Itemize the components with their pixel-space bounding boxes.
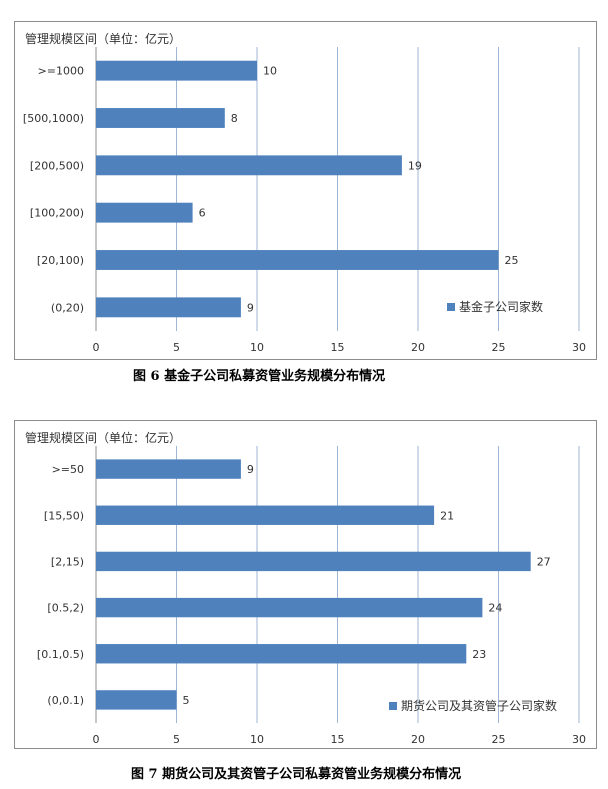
category-label: >=50 [52,463,84,476]
x-tick-label: 30 [572,733,586,746]
bar [96,155,402,176]
legend-swatch [389,702,397,710]
data-label: 8 [231,112,238,125]
chart-1-fund-subsidiaries: 管理规模区间（单位：亿元） 0 5 10 15 20 25 30 >=1000 10 [500,10… [23,31,586,354]
x-tick-label: 5 [173,733,180,746]
x-tick-label: 15 [331,341,345,354]
chart-2-frame: 管理规模区间（单位：亿元） 0 5 10 15 20 25 30 >=50 9 [15,50) 21 [… [14,420,597,749]
data-label: 5 [183,694,190,707]
x-tick-label: 0 [93,733,100,746]
category-label: (0,20) [51,301,84,314]
data-label: 9 [247,301,254,314]
bar [96,459,241,479]
x-tick-label: 10 [250,341,264,354]
data-label: 21 [440,509,454,522]
y-axis-title: 管理规模区间（单位：亿元） [25,31,181,46]
figure-6-caption: 图 6 基金子公司私募资管业务规模分布情况 [133,369,386,384]
category-label: [200,500) [30,159,84,172]
bar [96,597,483,618]
x-tick-label: 5 [173,341,180,354]
bar [96,505,435,525]
data-label: 27 [537,555,551,568]
x-tick-label: 30 [572,341,586,354]
category-label: >=1000 [38,65,84,78]
category-label: [15,50) [44,509,84,522]
figure-7-caption: 图 7 期货公司及其资管子公司私募资管业务规模分布情况 [131,767,462,782]
data-label: 9 [247,463,254,476]
x-tick-label: 25 [492,733,506,746]
data-label: 6 [199,207,206,220]
x-tick-label: 0 [93,341,100,354]
bar [96,108,225,128]
category-label: [100,200) [30,207,84,220]
category-label: [0.1,0.5) [37,648,84,661]
bar [96,551,531,572]
x-tick-label: 20 [411,341,425,354]
bar [96,202,193,223]
data-label: 25 [505,254,519,267]
data-label: 24 [488,602,502,615]
bar [96,690,177,710]
x-tick-label: 10 [250,733,264,746]
category-label: [2,15) [51,555,84,568]
category-label: [500,1000) [23,112,84,125]
category-label: [20,100) [37,254,84,267]
bar [96,60,257,81]
legend-label: 基金子公司家数 [459,299,543,314]
x-tick-label: 25 [492,341,506,354]
x-tick-label: 15 [331,733,345,746]
category-label: [0.5,2) [47,602,84,615]
x-tick-label: 20 [411,733,425,746]
y-axis-title: 管理规模区间（单位：亿元） [25,430,181,445]
data-label: 19 [408,159,422,172]
legend-label: 期货公司及其资管子公司家数 [401,698,557,713]
bar [96,250,499,270]
chart-2-futures-companies: 管理规模区间（单位：亿元） 0 5 10 15 20 25 30 >=50 9 [15,50) 21 [… [25,430,586,746]
data-label: 23 [472,648,486,661]
legend-swatch [447,303,455,311]
chart-1-frame: 管理规模区间（单位：亿元） 0 5 10 15 20 25 30 >=1000 10 [500,10… [14,21,597,360]
bar [96,297,241,318]
category-label: (0,0.1) [47,694,84,707]
bar [96,644,467,664]
data-label: 10 [263,65,277,78]
